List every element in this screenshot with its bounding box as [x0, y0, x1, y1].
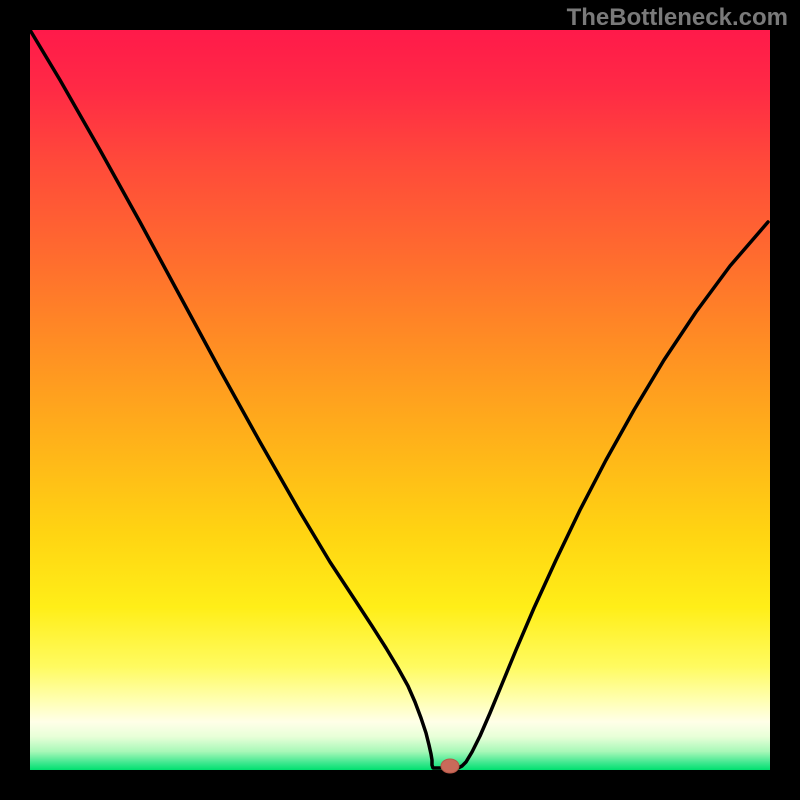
- bottleneck-chart: [0, 0, 800, 800]
- chart-container: TheBottleneck.com: [0, 0, 800, 800]
- watermark-text: TheBottleneck.com: [567, 4, 788, 32]
- plot-gradient-background: [30, 30, 770, 770]
- optimal-point-marker: [441, 759, 459, 773]
